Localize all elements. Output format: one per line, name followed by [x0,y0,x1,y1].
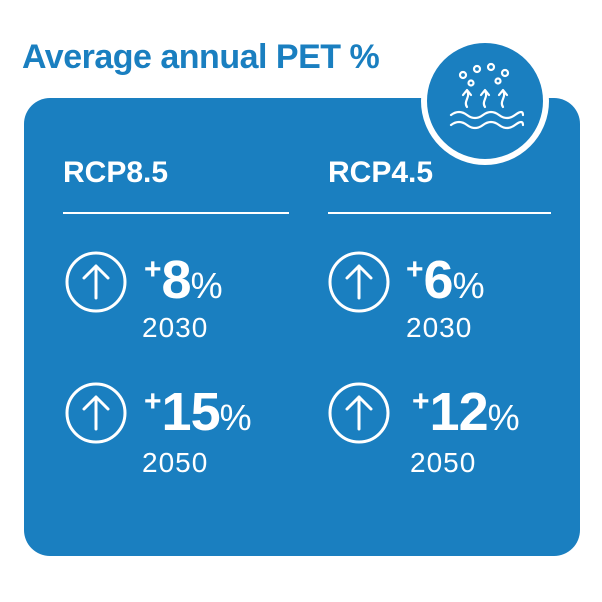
stat-year: 2030 [142,312,209,343]
stat-year: 2030 [406,312,473,343]
evaporation-badge [421,37,549,165]
stat-unit: % [452,265,485,306]
column-divider [63,212,289,214]
arrow-up-circle-icon [65,382,127,444]
page-title: Average annual PET % [22,38,380,76]
stat-number: 15 [161,382,221,442]
arrow-up-circle-icon [328,382,390,444]
stat-year: 2050 [142,447,209,478]
stat-unit: % [190,265,223,306]
stat-number: 12 [429,382,489,442]
column-label-rcp45: RCP4.5 [328,156,434,189]
column-divider [328,212,551,214]
stat-value: +12% [412,385,520,439]
stat-year: 2050 [410,447,477,478]
stat-plus: + [412,385,430,418]
stats-card [24,98,580,556]
stat-plus: + [406,253,424,286]
stat-number: 6 [423,250,454,310]
evaporation-icon [449,62,525,130]
stat-plus: + [144,253,162,286]
stat-plus: + [144,385,162,418]
stat-unit: % [487,397,520,438]
stat-value: +15% [144,385,252,439]
stat-value: +6% [406,253,485,307]
arrow-up-circle-icon [65,251,127,313]
stat-number: 8 [161,250,192,310]
stat-unit: % [219,397,252,438]
stat-value: +8% [144,253,223,307]
arrow-up-circle-icon [328,251,390,313]
column-label-rcp85: RCP8.5 [63,156,169,189]
